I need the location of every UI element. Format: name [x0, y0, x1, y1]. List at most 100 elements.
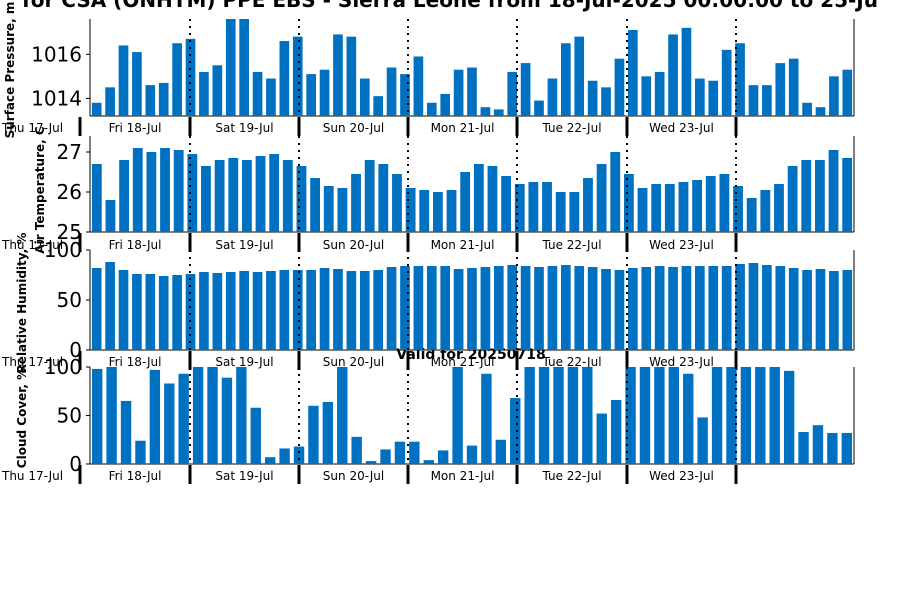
bar: [493, 266, 504, 350]
y-tick-label: 1014: [31, 86, 82, 110]
y-tick-label: 50: [57, 288, 82, 312]
bar: [172, 275, 182, 350]
bar: [105, 87, 115, 116]
bar: [815, 107, 826, 116]
bar: [323, 186, 334, 232]
bar: [762, 265, 772, 350]
bar: [614, 58, 625, 116]
bar: [322, 401, 334, 464]
y-tick-label: 50: [57, 404, 82, 428]
bar: [788, 268, 799, 350]
bar: [250, 407, 261, 464]
bar: [306, 270, 316, 350]
bar: [721, 49, 732, 116]
bar: [553, 367, 564, 464]
x-tick-label: Fri 18-Jul: [109, 469, 162, 483]
bar: [542, 182, 552, 232]
bar: [279, 41, 290, 116]
bar: [755, 367, 766, 464]
bar: [266, 78, 276, 116]
bar: [802, 270, 812, 350]
bar: [351, 174, 361, 232]
bar: [255, 156, 266, 232]
bar: [783, 370, 795, 464]
x-tick-label: Tue 22-Jul: [541, 238, 601, 252]
bar: [587, 80, 598, 116]
bar: [172, 43, 182, 116]
bar: [841, 432, 852, 464]
bar: [239, 271, 249, 350]
bar: [711, 367, 723, 464]
bar: [466, 445, 478, 464]
bar: [266, 271, 276, 350]
bar: [538, 367, 550, 464]
bar: [788, 58, 799, 116]
bar: [814, 160, 825, 232]
bar: [668, 267, 678, 350]
bar: [623, 174, 634, 232]
bar: [158, 276, 169, 350]
bar: [173, 150, 184, 232]
bar: [481, 373, 492, 464]
bar: [668, 367, 679, 464]
y-axis-label: Relative Humidity, %: [15, 233, 29, 374]
bar: [225, 272, 236, 350]
bar: [460, 172, 471, 232]
bar: [373, 270, 383, 350]
bar: [413, 56, 424, 116]
bar: [185, 38, 196, 117]
x-tick-label: Mon 21-Jul: [431, 469, 495, 483]
x-tick-label: Fri 18-Jul: [109, 238, 162, 252]
bar: [252, 71, 263, 116]
chart-title: for CSA (ONHTM) PPE EBS - Sierra Leone f…: [22, 0, 878, 12]
bar: [158, 82, 169, 116]
bar: [467, 268, 477, 350]
bar: [681, 27, 692, 116]
bar: [279, 270, 290, 350]
bar: [160, 148, 170, 232]
bar: [293, 446, 305, 464]
bar: [145, 274, 156, 350]
bar: [547, 266, 558, 350]
bar: [610, 152, 621, 232]
x-tick-label: Tue 22-Jul: [541, 121, 601, 135]
bar: [842, 158, 853, 232]
bar: [774, 184, 784, 232]
bar: [520, 63, 531, 116]
bar: [164, 383, 175, 464]
y-axis-label: Surface Pressure, m: [3, 2, 17, 139]
x-tick-label-start: Thu 17-Jul: [1, 121, 63, 135]
bar: [92, 368, 103, 464]
x-tick-label-start: Thu 17-Jul: [1, 355, 63, 369]
bar: [601, 269, 611, 350]
bar: [426, 266, 437, 350]
bar: [132, 52, 142, 116]
bar: [252, 272, 263, 350]
bar: [596, 413, 607, 464]
bar: [654, 367, 665, 464]
bar: [507, 71, 518, 116]
bar: [495, 439, 507, 464]
bar: [120, 400, 132, 464]
bar: [135, 440, 146, 464]
bar: [787, 166, 798, 232]
bar: [359, 271, 370, 350]
bar: [654, 71, 665, 116]
bar: [641, 267, 652, 350]
bar: [708, 80, 719, 116]
x-tick-label: Wed 23-Jul: [649, 121, 714, 135]
bar: [802, 102, 812, 116]
y-tick-label: 26: [57, 180, 82, 204]
bar: [574, 36, 585, 116]
bar: [199, 272, 209, 350]
bar: [726, 367, 737, 464]
bar: [423, 460, 434, 464]
bar: [721, 266, 732, 350]
bar: [582, 367, 593, 464]
bar: [446, 190, 457, 232]
bar: [735, 43, 745, 116]
bar: [827, 432, 838, 464]
bar: [351, 436, 362, 464]
x-tick-label: Sat 19-Jul: [215, 121, 273, 135]
